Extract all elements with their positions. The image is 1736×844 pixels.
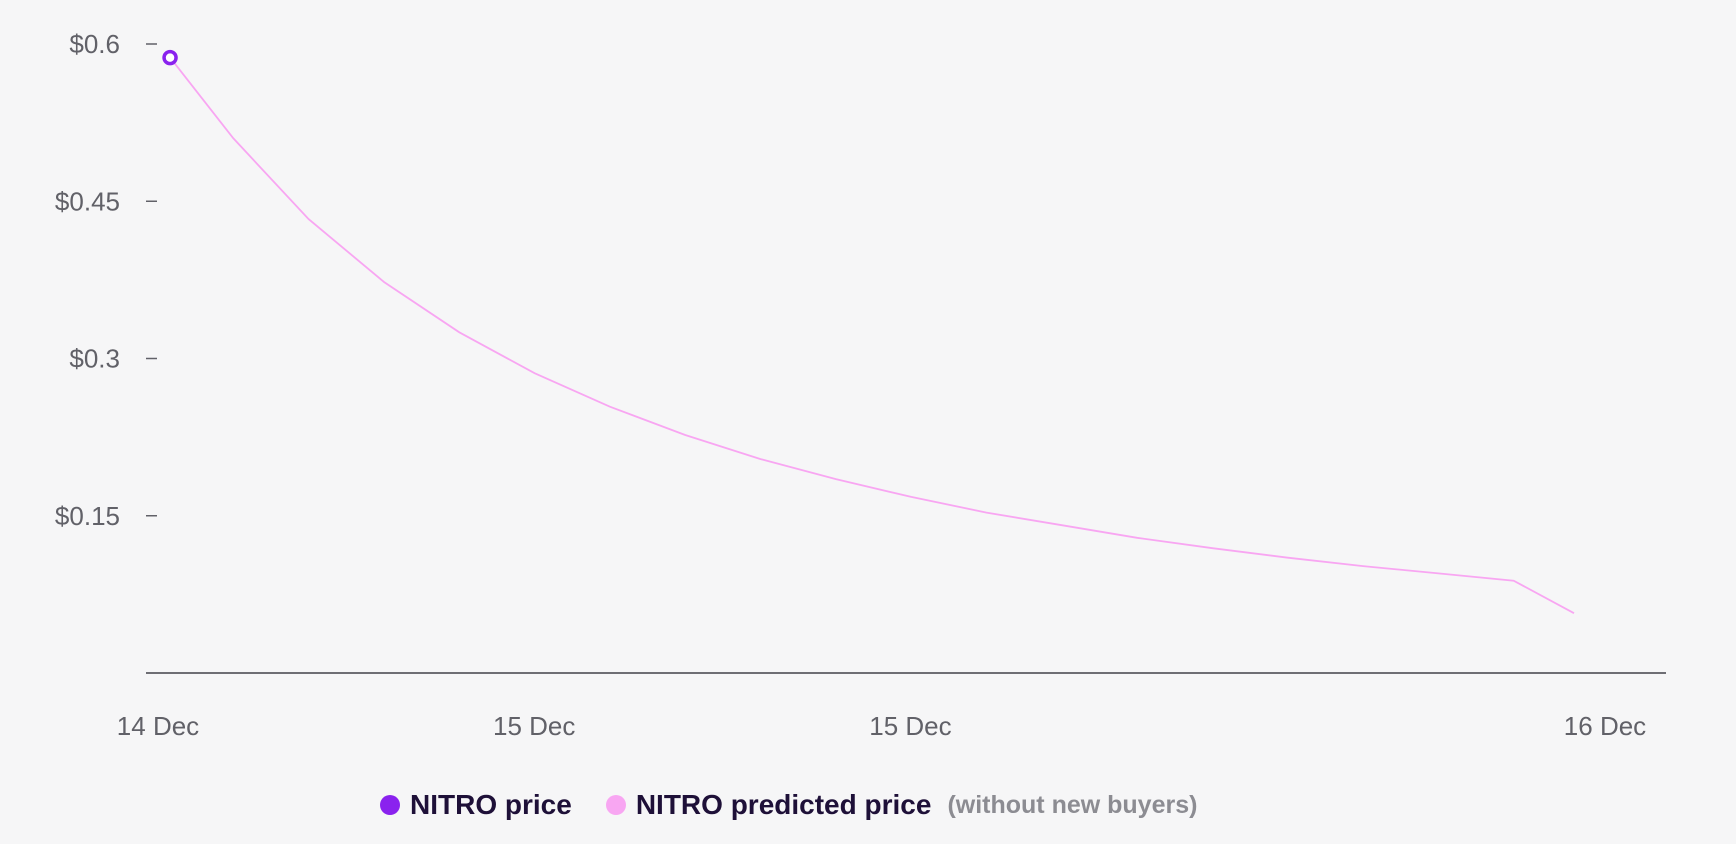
x-tick-label: 15 Dec <box>869 711 951 741</box>
x-tick-label: 16 Dec <box>1564 711 1646 741</box>
legend-label-nitro-predicted-price: NITRO predicted price <box>635 789 932 820</box>
legend: NITRO price NITRO predicted price (witho… <box>380 780 1197 830</box>
legend-dot-nitro-price <box>380 795 400 815</box>
series-line-nitro-predicted-price <box>169 57 1575 614</box>
data-point-nitro-price[interactable] <box>162 49 178 66</box>
x-tick-label: 14 Dec <box>117 711 199 741</box>
y-tick-label: $0.6 <box>69 29 120 59</box>
y-tick-label: $0.3 <box>69 344 120 374</box>
legend-dot-nitro-predicted-price <box>605 795 626 815</box>
legend-note-without-new-buyers: (without new buyers) <box>947 790 1198 819</box>
y-tick-label: $0.15 <box>55 501 120 531</box>
legend-label-nitro-price: NITRO price <box>410 789 572 820</box>
series-layer <box>162 49 1575 614</box>
x-axis: 14 Dec 15 Dec 15 Dec 16 Dec <box>117 711 1646 741</box>
legend-item-nitro-price[interactable]: NITRO price <box>380 789 572 821</box>
y-tick-label: $0.45 <box>55 186 120 216</box>
x-tick-label: 15 Dec <box>493 711 575 741</box>
legend-item-nitro-predicted-price[interactable]: NITRO predicted price (without new buyer… <box>605 789 1198 821</box>
y-axis: $0.6 $0.45 $0.3 $0.15 <box>55 29 157 531</box>
